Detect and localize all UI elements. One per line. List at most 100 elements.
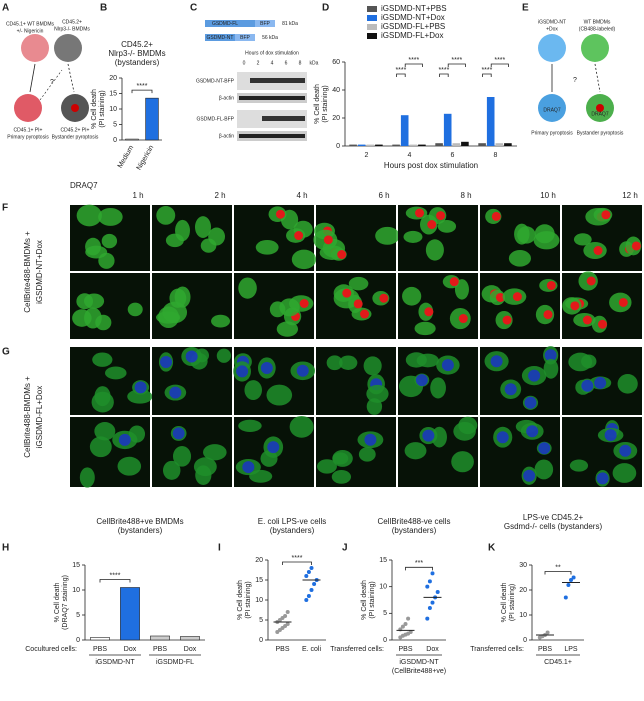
chart-title: LPS-ve CD45.2+ — [523, 513, 584, 522]
x-tick-label: LPS — [564, 646, 578, 653]
bar — [478, 143, 486, 146]
sig-label: **** — [481, 67, 492, 74]
dead-nucleus — [424, 307, 434, 317]
label: 6 — [285, 60, 288, 66]
cell — [127, 302, 143, 317]
point — [566, 583, 571, 587]
y-tick-label: 15 — [109, 90, 117, 97]
construct-bar — [205, 34, 235, 41]
cell — [79, 467, 95, 488]
construct-bar — [235, 34, 255, 41]
chart-title: (bystanders) — [270, 526, 315, 535]
label: Bystander pyroptosis — [577, 130, 624, 136]
cell — [366, 384, 389, 403]
y-axis-label: % Cell death — [237, 580, 244, 620]
panel-label: B — [100, 3, 107, 14]
nucleus — [504, 383, 517, 396]
point — [285, 622, 290, 626]
arrow — [67, 63, 75, 93]
stain-label: DRAQ7 — [70, 181, 98, 190]
cell — [104, 366, 127, 380]
label: Primary pyroptosis — [7, 134, 49, 140]
x-tick-label: 2 — [365, 152, 369, 159]
x-axis-label: Hours post dox stimulation — [384, 161, 478, 170]
label: 81 kDa — [282, 21, 298, 27]
cell — [425, 239, 444, 261]
x-tick-label: E. coli — [302, 646, 322, 653]
point — [425, 584, 430, 589]
legend-swatch — [367, 33, 377, 39]
point — [306, 570, 311, 574]
bar — [349, 144, 357, 146]
sig-bracket — [396, 73, 406, 77]
sig-bracket — [99, 579, 131, 583]
x-tick-label: Medium — [117, 144, 136, 169]
point — [304, 598, 309, 602]
y-tick-label: 20 — [519, 587, 527, 594]
cell — [538, 34, 566, 62]
dead-nucleus — [323, 235, 333, 245]
cell — [238, 419, 262, 432]
bar — [504, 143, 512, 146]
label: BFP — [260, 21, 270, 27]
nucleus — [267, 441, 280, 454]
dead-nucleus — [631, 241, 641, 251]
panel-label: G — [2, 347, 10, 358]
label: iGSDMD-NT — [538, 19, 566, 25]
cell — [76, 293, 94, 310]
point — [285, 610, 290, 614]
dead-nucleus — [586, 276, 596, 286]
y-tick-label: 60 — [332, 59, 340, 66]
y-tick-label: 10 — [379, 584, 387, 591]
label: 0 — [243, 60, 246, 66]
sig-bracket — [544, 571, 572, 575]
cell — [276, 321, 299, 337]
dead-nucleus — [582, 315, 592, 325]
nucleus — [185, 350, 198, 363]
label: 4 — [271, 60, 274, 66]
dead-nucleus — [601, 210, 611, 220]
cell — [172, 446, 192, 467]
arrow — [29, 63, 36, 93]
cell — [203, 444, 227, 461]
cell — [211, 314, 231, 328]
bar — [90, 637, 110, 641]
y-tick-label: 10 — [255, 597, 263, 604]
cell — [534, 459, 554, 480]
dead-nucleus — [353, 299, 363, 309]
y-tick-label: 5 — [383, 610, 387, 617]
sig-label: **** — [110, 572, 121, 579]
y-tick-label: 10 — [519, 612, 527, 619]
bar — [418, 144, 426, 146]
panel-label: H — [2, 543, 9, 554]
chart-title: CD45.2+ — [121, 40, 153, 49]
group-note: (CellBrite488+ve) — [392, 668, 446, 675]
chart-title: Gsdmd-/- cells (bystanders) — [504, 522, 603, 531]
label: DRAQ7 — [591, 111, 608, 117]
dead-nucleus — [543, 310, 553, 320]
nucleus — [538, 442, 551, 455]
label: β-actin — [219, 133, 234, 139]
cell — [162, 460, 181, 480]
time-label: 2 h — [214, 191, 225, 200]
row-label: iGSDMD-NT+Dox — [35, 240, 44, 304]
point — [304, 574, 309, 578]
sig-bracket — [439, 73, 449, 77]
y-tick-label: 5 — [76, 612, 80, 619]
x-prefix: Transferred cells: — [470, 646, 524, 653]
chart-title: CellBrite488+ve BMDMs — [96, 517, 183, 526]
label: DRAQ7 — [543, 107, 560, 113]
nucleus — [496, 431, 509, 444]
panel-label: J — [342, 543, 348, 554]
cell — [89, 436, 112, 458]
y-tick-label: 0 — [259, 637, 263, 644]
arrow — [594, 63, 601, 93]
cell — [332, 452, 349, 465]
dead-nucleus — [546, 280, 556, 290]
micrograph — [152, 273, 232, 339]
dead-nucleus — [342, 288, 352, 298]
cell — [92, 352, 113, 367]
label: Bystander pyroptosis — [52, 134, 99, 140]
legend-label: iGSDMD-FL+Dox — [381, 31, 443, 40]
nucleus — [160, 355, 173, 368]
